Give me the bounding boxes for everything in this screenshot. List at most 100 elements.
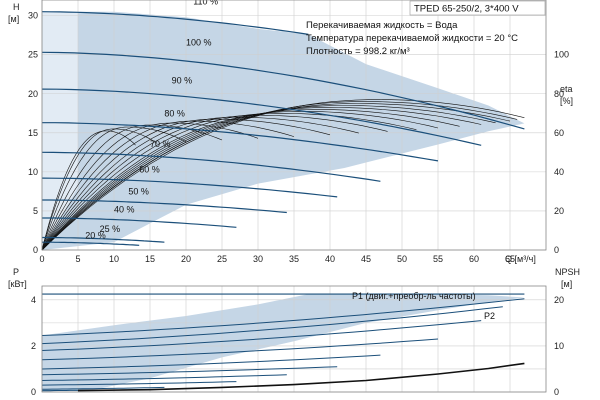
head-curve <box>42 199 287 214</box>
npsh-curve <box>77 362 525 392</box>
head-x-tick-label: 65 <box>505 254 515 264</box>
head-ylabel: H <box>13 2 20 12</box>
power-chart-frame <box>41 285 547 393</box>
head-x-tick-label: 30 <box>253 254 263 264</box>
power-curve <box>41 374 287 381</box>
head-curve-label: 70 % <box>150 139 171 149</box>
power-curve <box>41 338 439 361</box>
power-curve <box>42 386 165 390</box>
power-y-tick-label: 2 <box>31 341 36 351</box>
eta-curve <box>41 118 331 251</box>
npsh-curve-group <box>77 362 525 392</box>
eta-curve <box>41 122 259 251</box>
eta-y-tick-label: 0 <box>554 245 559 255</box>
power-chart: 0 2 4 0 10 20 P [кВт] NPSH [м] P1 (двиг.+пре… <box>8 267 580 397</box>
eta-y-tick-label: 80 <box>554 89 564 99</box>
head-y-tick-label: 15 <box>28 128 38 138</box>
power-curve <box>41 298 525 336</box>
head-x-tick-label: 15 <box>145 254 155 264</box>
eta-curves <box>41 99 525 251</box>
head-x-tick-label: 50 <box>397 254 407 264</box>
head-envelope <box>42 11 525 251</box>
head-xlabel: Q [м³/ч] <box>505 254 536 264</box>
head-x-tick-label: 60 <box>469 254 479 264</box>
info-line-1: Перекачиваемая жидкость = Вода <box>306 20 458 31</box>
eta-y-tick-label: 20 <box>554 206 564 216</box>
head-envelope-group <box>42 11 525 251</box>
head-y-tick-label: 0 <box>33 245 38 255</box>
head-y-tick-label: 20 <box>28 89 38 99</box>
head-envelope-light <box>42 11 78 250</box>
power-y-tick-label: 0 <box>31 387 36 397</box>
head-curve-label: 110 % <box>193 0 218 7</box>
head-curve <box>42 217 237 228</box>
eta-y-tick-label: 100 <box>554 50 569 60</box>
head-ylabel-unit: [м] <box>8 14 19 24</box>
head-curve-label: 50 % <box>128 187 149 197</box>
head-y-tick-label: 25 <box>28 50 38 60</box>
head-curve <box>42 122 439 162</box>
power-ylabel-unit: [кВт] <box>8 279 27 289</box>
head-curve-label: 60 % <box>139 165 160 175</box>
head-x-tick-label: 35 <box>289 254 299 264</box>
eta-curve <box>41 128 158 251</box>
head-curve-label: 90 % <box>172 76 193 86</box>
title-box <box>409 0 546 16</box>
head-curve <box>41 151 381 182</box>
head-y-tick-label: 10 <box>28 167 38 177</box>
head-x-ticks: 0 5 10 15 20 25 30 35 40 45 50 55 60 65 <box>39 254 515 264</box>
head-x-tick-label: 5 <box>75 254 80 264</box>
eta-curve <box>41 126 187 251</box>
npsh-ylabel: NPSH <box>555 267 580 277</box>
npsh-y-ticks: 0 10 20 <box>554 295 564 397</box>
power-curve <box>41 320 482 351</box>
power-curve <box>41 381 237 386</box>
eta-ylabel-unit: [%] <box>560 96 573 106</box>
chart-title: TPED 65-250/2, 3*400 V <box>414 4 519 15</box>
info-line-3: Плотность = 998.2 кг/м³ <box>306 46 410 57</box>
head-x-tick-label: 20 <box>181 254 191 264</box>
head-x-tick-label: 40 <box>325 254 335 264</box>
power-envelope-group <box>42 294 525 392</box>
head-curve <box>42 236 165 243</box>
head-y-tick-label: 5 <box>33 206 38 216</box>
npsh-y-tick-label: 0 <box>554 387 559 397</box>
head-curve-label: 100 % <box>186 37 212 47</box>
head-curve-label: 25 % <box>100 224 121 234</box>
info-line-2: Температура перекачиваемой жидкости = 20… <box>306 33 518 44</box>
power-y-tick-label: 4 <box>31 295 36 305</box>
power-curve <box>41 354 381 370</box>
p1-label: P1 (двиг.+преобр-ль частоты) <box>352 291 476 301</box>
power-curve <box>41 306 503 345</box>
power-curve <box>41 366 338 376</box>
power-y-ticks: 0 2 4 <box>31 295 36 397</box>
eta-curve <box>41 113 417 251</box>
head-chart-frame <box>41 0 547 251</box>
eta-ylabel: eta <box>560 84 573 94</box>
eta-curve <box>41 120 295 251</box>
power-ylabel: P <box>13 267 19 277</box>
head-curve-label: 20 % <box>85 230 106 240</box>
head-curve <box>41 51 525 130</box>
head-curve <box>42 241 140 246</box>
head-chart: 110 %100 %90 %80 %70 %60 %50 %40 %25 %20… <box>8 0 573 264</box>
npsh-y-tick-label: 20 <box>554 295 564 305</box>
eta-y-tick-label: 40 <box>554 167 564 177</box>
head-curve-label: 40 % <box>114 205 135 215</box>
eta-y-ticks: 0 20 40 60 80 100 <box>554 50 569 255</box>
eta-curve <box>41 116 359 251</box>
head-curve <box>41 88 482 146</box>
npsh-y-tick-label: 10 <box>554 341 564 351</box>
head-x-tick-label: 25 <box>217 254 227 264</box>
power-envelope <box>42 294 525 392</box>
head-curve-label: 80 % <box>164 108 185 118</box>
eta-curve <box>41 130 136 251</box>
head-curves <box>41 11 525 246</box>
head-x-tick-label: 0 <box>39 254 44 264</box>
head-y-tick-label: 30 <box>28 11 38 21</box>
p2-label: P2 <box>484 311 495 321</box>
head-y-ticks: 0 5 10 15 20 25 30 <box>28 11 38 255</box>
eta-y-tick-label: 60 <box>554 128 564 138</box>
head-curve <box>41 177 338 198</box>
